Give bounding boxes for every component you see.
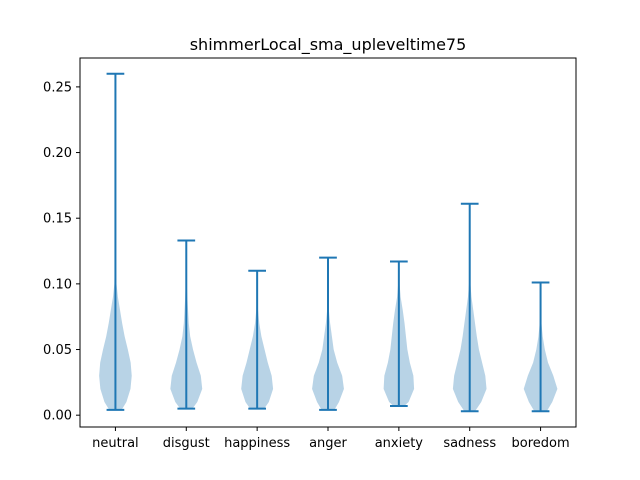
y-tick-label: 0.00 (43, 409, 72, 424)
axes-frame (79, 57, 577, 428)
y-tick-label: 0.05 (43, 343, 72, 358)
x-tick-label-anxiety: anxiety (375, 436, 424, 451)
y-tick-label: 0.20 (43, 146, 72, 161)
chart-title: shimmerLocal_sma_upleveltime75 (190, 35, 467, 55)
plot-area: 0.00 0.05 0.10 0.15 0.20 0.25 neutral disgust ha… (43, 72, 570, 451)
x-tick-label-anger: anger (309, 436, 347, 451)
x-tick-label-disgust: disgust (163, 436, 210, 451)
x-tick-label-boredom: boredom (512, 436, 570, 451)
x-tick-label-happiness: happiness (224, 436, 290, 451)
y-tick-label: 0.10 (43, 277, 72, 292)
x-tick-label-sadness: sadness (443, 436, 496, 451)
x-tick-label-neutral: neutral (92, 436, 139, 451)
y-tick-label: 0.15 (43, 212, 72, 227)
y-tick-label: 0.25 (43, 80, 72, 95)
